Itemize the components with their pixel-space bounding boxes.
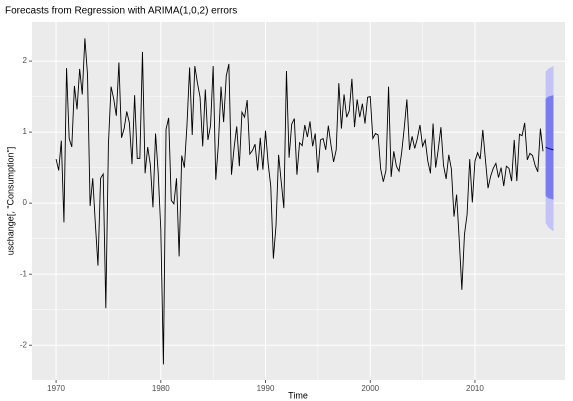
x-tick-label: 2010: [466, 384, 484, 393]
x-tick-label: 2000: [361, 384, 379, 393]
forecast-line: [545, 146, 554, 151]
y-axis-label: uschange[, "Consumption"]: [5, 147, 15, 255]
y-tick-label: -1: [20, 269, 28, 278]
plot-panel: [32, 22, 565, 380]
x-axis-label: Time: [288, 390, 308, 400]
x-tick-label: 1990: [257, 384, 275, 393]
y-tick-label: 2: [23, 56, 28, 65]
y-tick-label: -2: [20, 340, 28, 349]
y-tick-label: 0: [23, 198, 28, 207]
interval-80: [545, 95, 554, 200]
y-tick-label: 1: [23, 127, 28, 136]
x-tick-label: 1980: [152, 384, 170, 393]
data-line: [55, 38, 544, 365]
x-tick-label: 1970: [47, 384, 65, 393]
chart-title: Forecasts from Regression with ARIMA(1,0…: [5, 6, 237, 17]
